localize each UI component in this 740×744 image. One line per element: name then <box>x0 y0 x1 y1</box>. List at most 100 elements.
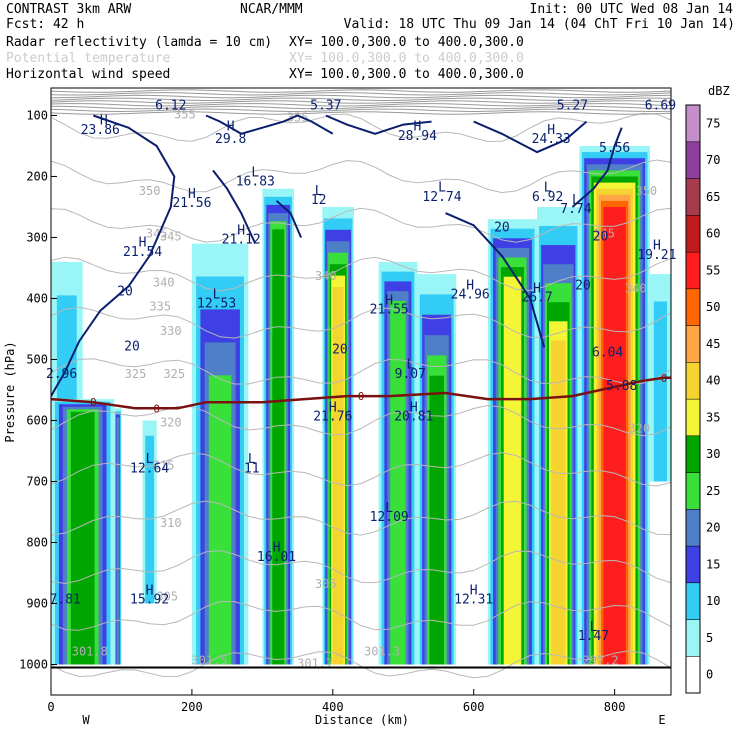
wind-label-45: 20 <box>332 342 348 357</box>
colorbar-label-10: 10 <box>706 594 720 608</box>
isotherm-upper-1 <box>51 92 671 96</box>
wind-label-27: H <box>547 123 555 138</box>
wind-label-21: L <box>315 184 323 199</box>
colorbar-label-0: 0 <box>706 668 713 682</box>
wind-label-44: 21.55 <box>370 303 409 318</box>
wind-label-64: 7.81 <box>49 593 80 608</box>
colorbar-swatch-70 <box>685 141 701 179</box>
theta-label-7: 340 <box>153 275 175 289</box>
reflectivity-shell-9-35 <box>503 276 522 665</box>
colorbar-label-20: 20 <box>706 521 720 535</box>
reflectivity-shell-4-25 <box>208 375 232 665</box>
colorbar-label-65: 65 <box>706 190 720 204</box>
wind-label-24: 28.94 <box>398 129 437 144</box>
wind-label-0: H <box>100 114 108 129</box>
theta-label-20: 301.8 <box>72 644 108 658</box>
theta-label-11: 330 <box>160 324 182 338</box>
theta-label-14: 320 <box>160 416 182 430</box>
isotherm-301.3 <box>51 650 671 679</box>
colorbar-swatch-35 <box>685 398 701 437</box>
isotherm-340 <box>51 256 671 292</box>
isotherm-335 <box>51 306 671 339</box>
wind-label-42: 19.21 <box>637 248 676 263</box>
wind-label-55: 12.64 <box>130 461 169 476</box>
wind-label-38: 24.96 <box>451 288 490 303</box>
colorbar-label-40: 40 <box>706 374 720 388</box>
x-tick-label-800: 800 <box>604 700 626 714</box>
colorbar-swatch-45 <box>685 325 701 363</box>
colorbar-label-50: 50 <box>706 300 720 314</box>
wind-label-65: H <box>470 583 478 598</box>
wind-label-54: L <box>146 452 154 467</box>
isotherm-355 <box>51 112 671 143</box>
wind-label-6: H <box>227 120 235 135</box>
wind-label-59: 12.09 <box>370 510 409 525</box>
reflectivity-shell-8-30 <box>429 375 444 665</box>
wind-contour-4 <box>325 114 432 135</box>
freezing-level-layer: 0 0 0 0 <box>51 372 671 415</box>
theta-label-3: 350 <box>635 184 657 198</box>
x-axis-label: Distance (km) <box>315 713 409 727</box>
organization-label: NCAR/MMM <box>240 2 303 17</box>
theta-label-17: 310 <box>160 516 182 530</box>
theta-label-16: 315 <box>153 458 175 472</box>
wind-label-23: H <box>413 120 421 135</box>
freezing-level-line <box>51 376 671 410</box>
colorbar-label-55: 55 <box>706 263 720 277</box>
east-label: E <box>658 713 665 727</box>
colorbar-swatch-15 <box>685 545 701 584</box>
reflectivity-shell-2-10 <box>56 295 77 400</box>
wind-label-56: L <box>248 452 256 467</box>
valid-time: Valid: 18 UTC Thu 09 Jan 14 (04 ChT Fri … <box>344 17 735 32</box>
x-tick-label-200: 200 <box>181 700 203 714</box>
field-wind-range: XY= 100.0,300.0 to 400.0,300.0 <box>289 67 524 82</box>
field-theta-range: XY= 100.0,300.0 to 400.0,300.0 <box>289 51 524 66</box>
isotherm-345 <box>51 207 671 243</box>
freezing-level-label-1: 0 <box>153 402 160 415</box>
colorbar-label-75: 75 <box>706 116 720 130</box>
theta-label-13: 325 <box>163 367 185 381</box>
y-tick-label-600: 600 <box>26 414 48 428</box>
theta-label-8: 340 <box>625 281 647 295</box>
west-label: W <box>82 713 90 727</box>
wind-label-58: L <box>385 501 393 516</box>
wind-label-51: 21.76 <box>313 410 352 425</box>
x-tick-label-600: 600 <box>463 700 485 714</box>
colorbar: 0 5 10 15 20 25 30 35 40 45 50 55 60 65 70 75 <box>685 104 720 694</box>
isotherm-320 <box>51 452 671 487</box>
theta-label-12: 325 <box>125 367 147 381</box>
wind-label-32: 7.74 <box>560 202 591 217</box>
y-tick-label-300: 300 <box>26 231 48 245</box>
wind-label-48: 6.04 <box>592 345 623 360</box>
theta-label-4: 345 <box>146 227 168 241</box>
wind-label-1: 23.86 <box>81 123 120 138</box>
wind-label-41: H <box>653 239 661 254</box>
freezing-level-label-0: 0 <box>90 396 97 409</box>
reflectivity-shell-0-30 <box>70 411 95 665</box>
isotherm-upper-3 <box>51 97 671 102</box>
wind-label-39: H <box>533 281 541 296</box>
isotherm-upper-4 <box>51 100 671 104</box>
wind-label-66: 12.31 <box>454 593 493 608</box>
y-tick-label-400: 400 <box>26 292 48 306</box>
theta-label-2: 350 <box>139 184 161 198</box>
colorbar-label-70: 70 <box>706 153 720 167</box>
isotherm-upper-6 <box>51 105 671 110</box>
wind-label-16: L <box>213 288 221 303</box>
wind-speed-layer <box>51 114 623 397</box>
field-wind-name: Horizontal wind speed <box>6 67 170 82</box>
wind-label-14: H <box>139 236 147 251</box>
wind-label-68: 1.47 <box>578 629 609 644</box>
colorbar-label-5: 5 <box>706 631 713 645</box>
wind-label-40: 26.7 <box>521 291 552 306</box>
theta-label-6: 345 <box>593 227 615 241</box>
wind-contour-2 <box>212 169 257 245</box>
wind-label-33: 5.56 <box>599 141 630 156</box>
isotherm-upper-5 <box>51 103 671 107</box>
reflectivity-shell-11-55 <box>603 207 626 665</box>
colorbar-swatch-25 <box>685 472 701 510</box>
theta-label-21: 301.5 <box>191 654 227 668</box>
colorbar-label-15: 15 <box>706 557 720 571</box>
wind-label-47: 9.07 <box>395 367 426 382</box>
